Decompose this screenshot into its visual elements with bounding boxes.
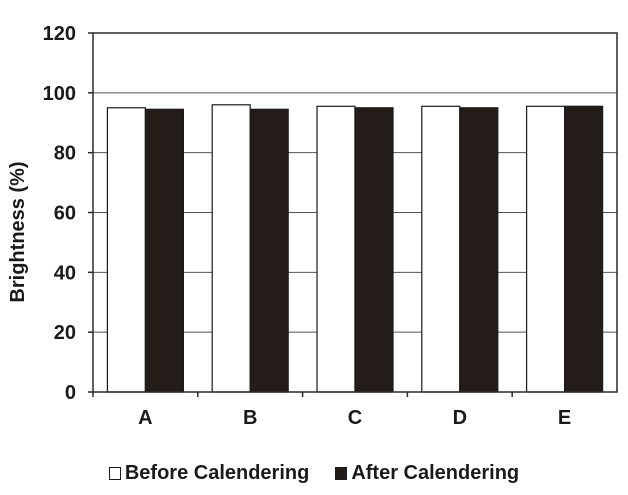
x-tick-label: C bbox=[348, 407, 362, 429]
legend: Before Calendering After Calendering bbox=[0, 458, 628, 488]
x-tick-label: A bbox=[138, 407, 152, 429]
bar-before-b bbox=[211, 104, 251, 393]
x-axis-ticks: A B C D E bbox=[92, 392, 571, 429]
y-axis-ticks: 0 20 40 60 80 100 120 bbox=[43, 23, 93, 404]
y-tick-label: 80 bbox=[54, 143, 76, 165]
bar-before-c bbox=[316, 105, 356, 393]
bar-after-e bbox=[563, 105, 604, 393]
bar-after-a bbox=[144, 108, 184, 393]
x-tick-label: B bbox=[243, 407, 257, 429]
legend-item-before: Before Calendering bbox=[108, 461, 310, 485]
y-tick-label: 20 bbox=[54, 322, 76, 344]
legend-label-before: Before Calendering bbox=[124, 461, 310, 484]
bar-after-d bbox=[459, 107, 499, 393]
legend-swatch-before bbox=[108, 466, 121, 480]
y-tick-label: 120 bbox=[43, 23, 76, 45]
legend-item-after: After Calendering bbox=[335, 462, 519, 485]
x-tick-label: D bbox=[453, 407, 467, 429]
legend-swatch-after bbox=[335, 466, 348, 480]
y-tick-label: 60 bbox=[54, 203, 76, 225]
bar-before-d bbox=[421, 105, 461, 393]
y-axis-label: Brightness (%) bbox=[7, 161, 29, 302]
bar-before-a bbox=[106, 107, 147, 393]
bar-chart: 0 20 40 60 80 100 120 A B C D E Brightness (%) bbox=[7, 23, 618, 429]
legend-label-after: After Calendering bbox=[351, 461, 520, 484]
x-tick-label: E bbox=[558, 407, 571, 429]
bars bbox=[106, 104, 604, 393]
bar-after-b bbox=[249, 108, 289, 393]
y-tick-label: 40 bbox=[54, 262, 76, 284]
bar-after-c bbox=[354, 107, 394, 393]
bar-before-e bbox=[525, 105, 566, 393]
y-tick-label: 0 bbox=[65, 382, 76, 404]
y-tick-label: 100 bbox=[43, 83, 76, 105]
